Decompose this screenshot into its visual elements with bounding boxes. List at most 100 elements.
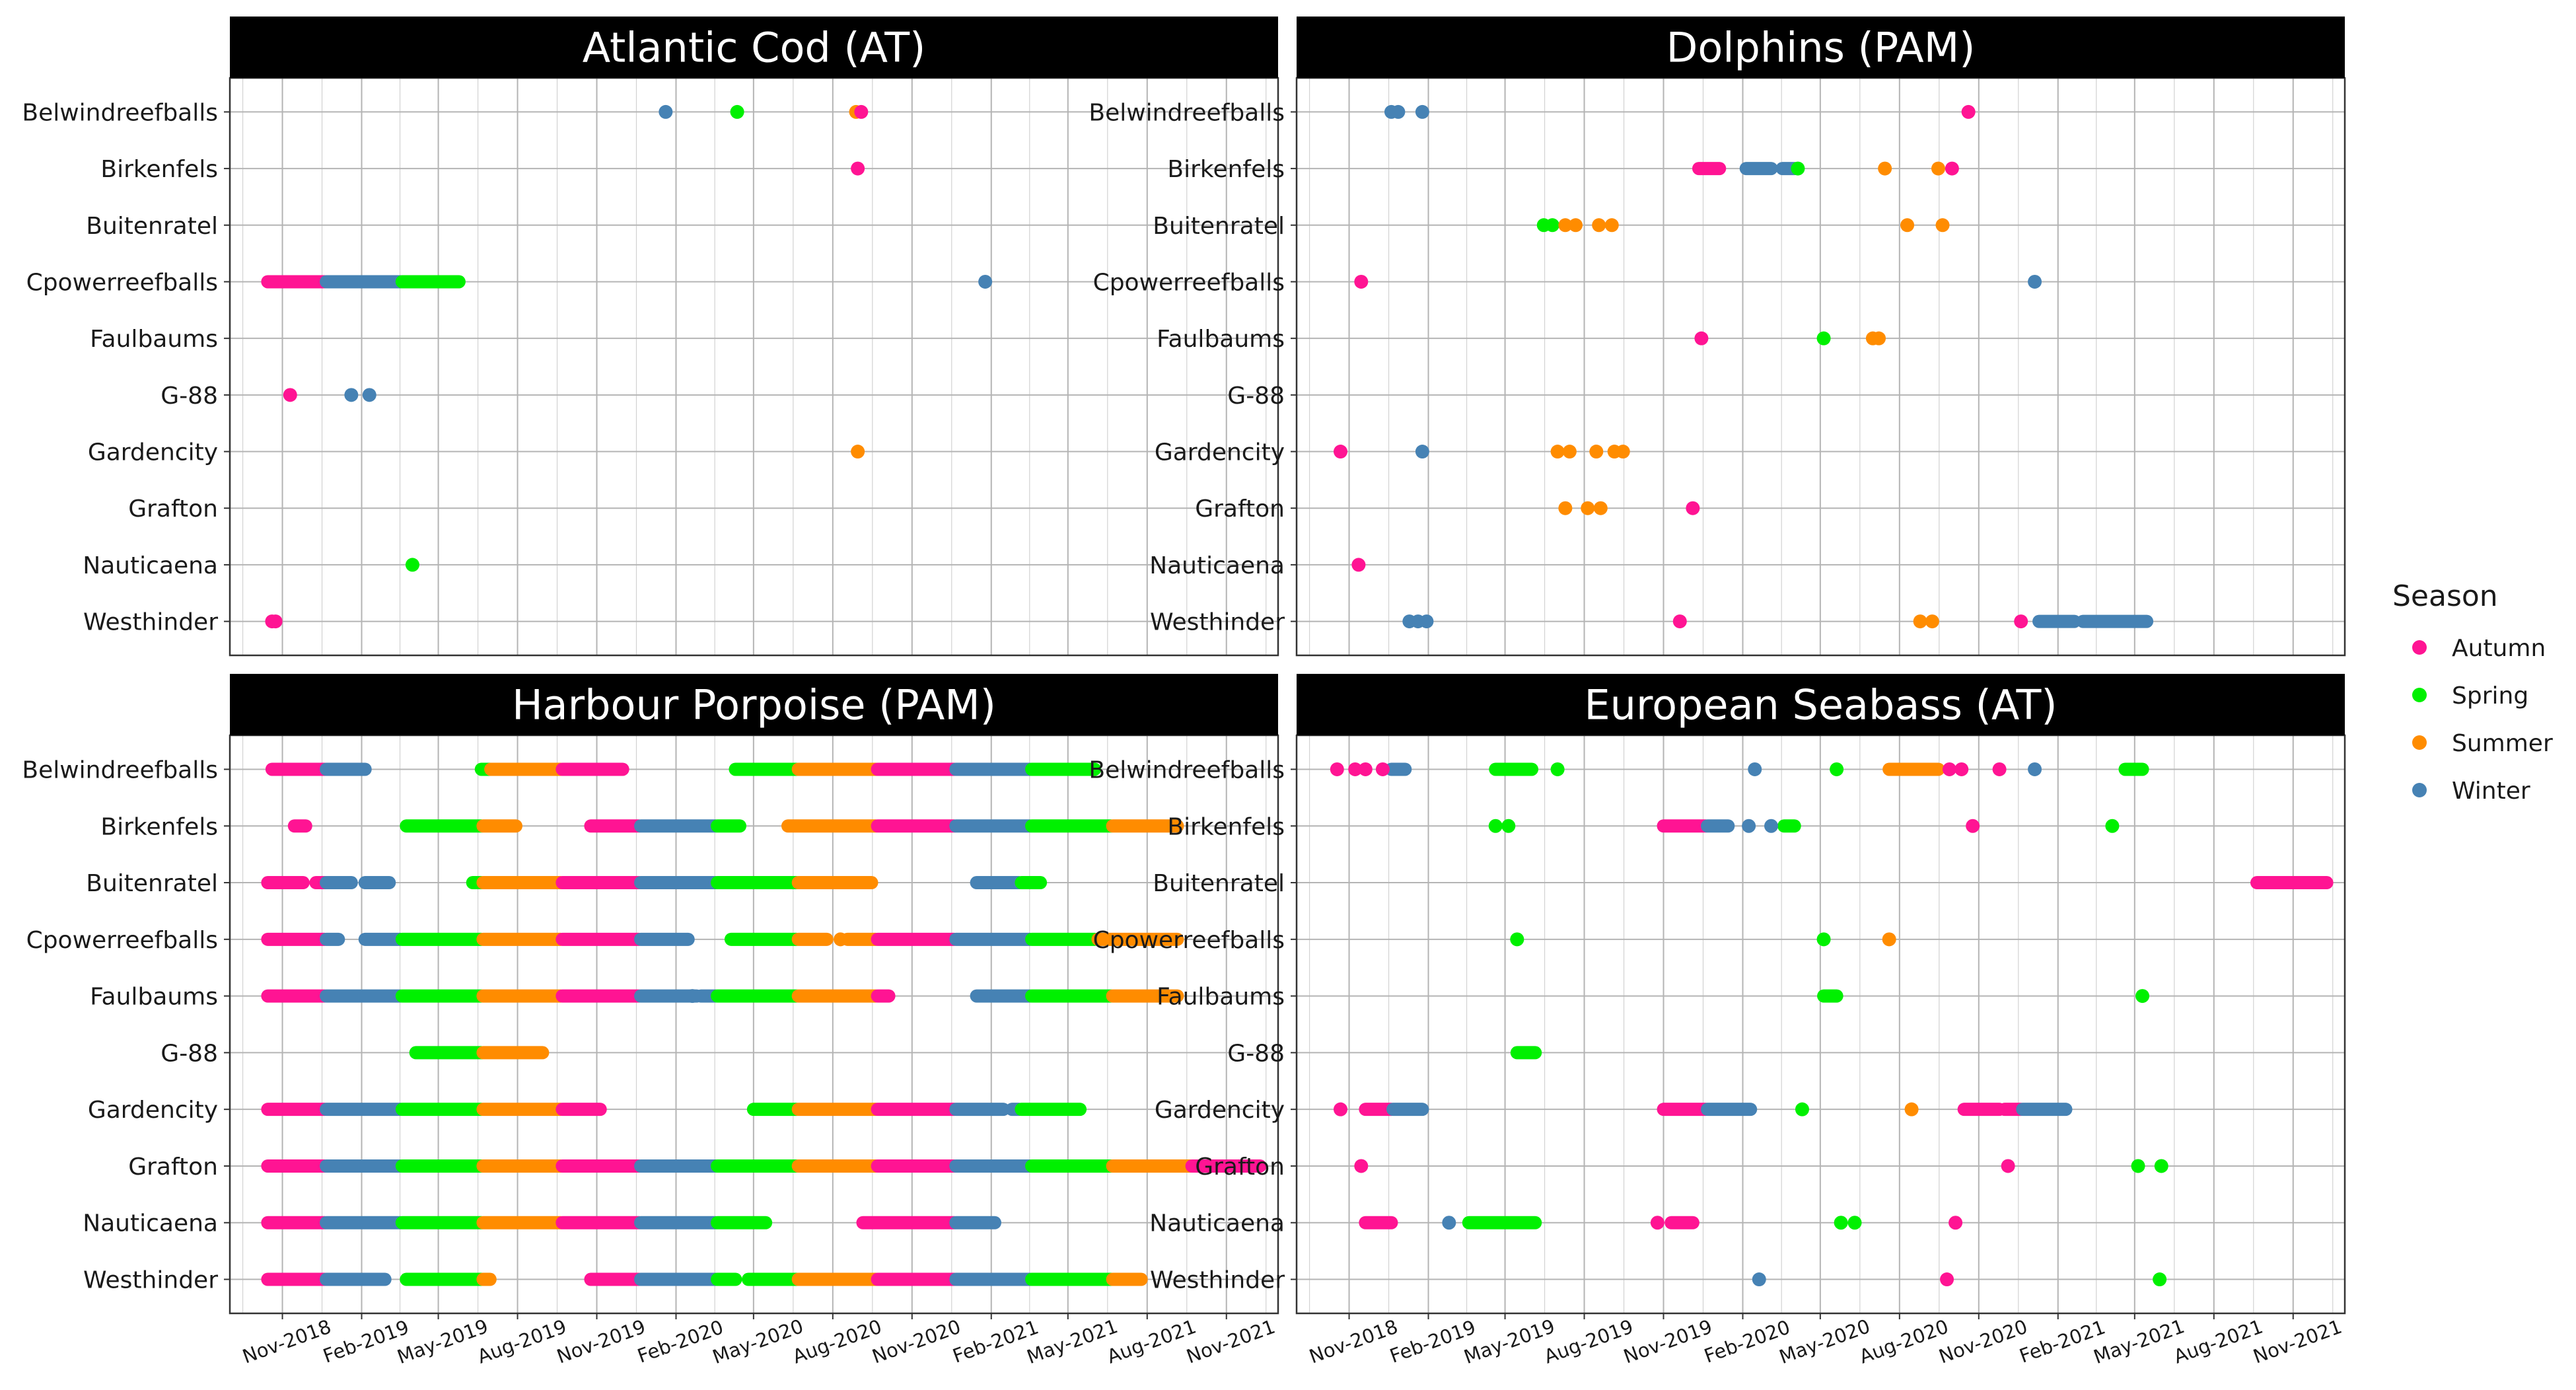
- detection-point-cpowerreefballs-autumn: [1354, 274, 1369, 289]
- detection-point-belwindreefballs-autumn: [1961, 104, 1976, 119]
- y-tick-label: Belwindreefballs: [22, 99, 218, 126]
- detection-point-faulbaums-spring: [1816, 331, 1831, 346]
- detection-point-g-88-winter: [344, 388, 359, 402]
- y-tick-label: Westhinder: [1150, 1267, 1285, 1294]
- y-tick-label: G-88: [161, 383, 218, 410]
- y-tick-label: Faulbaums: [90, 326, 218, 353]
- y-tick-label: Birkenfels: [100, 156, 218, 183]
- legend-label: Autumn: [2452, 635, 2546, 662]
- x-tick-label: May-2019: [1461, 1315, 1558, 1368]
- detection-point-westhinder-spring: [2153, 1272, 2167, 1287]
- detection-point-cpowerreefballs-winter: [2028, 274, 2042, 289]
- x-tick-label: Nov-2021: [2250, 1315, 2345, 1368]
- y-tick-label: Gardencity: [88, 439, 218, 466]
- y-tick-label: Cpowerreefballs: [1093, 927, 1285, 954]
- detection-point-grafton-spring: [2154, 1159, 2168, 1173]
- facet-strip: [230, 674, 1278, 735]
- detection-point-westhinder-winter: [1752, 1272, 1766, 1287]
- detection-point-birkenfels-winter: [1764, 819, 1779, 833]
- detection-point-cpowerreefballs-spring: [1510, 932, 1524, 947]
- y-tick-label: Westhinder: [83, 609, 218, 636]
- detection-point-grafton-summer: [1558, 501, 1573, 515]
- y-tick-label: Cpowerreefballs: [26, 927, 218, 954]
- x-tick-label: Nov-2020: [869, 1315, 964, 1368]
- detection-point-grafton-autumn: [1354, 1159, 1369, 1173]
- legend: Season Autumn Spring Summer Winter: [2392, 579, 2553, 805]
- detection-point-cpowerreefballs-winter: [978, 274, 993, 289]
- detection-point-belwindreefballs-winter: [1748, 762, 1762, 776]
- y-tick-label: Faulbaums: [1157, 984, 1285, 1011]
- x-tick-label: Nov-2018: [239, 1315, 334, 1368]
- detection-point-belwindreefballs-winter: [1415, 104, 1429, 119]
- facet-strip: [1297, 17, 2345, 78]
- legend-label: Summer: [2452, 730, 2553, 757]
- detection-point-westhinder-autumn: [1940, 1272, 1954, 1287]
- detection-point-belwindreefballs-autumn: [854, 104, 869, 119]
- detection-point-westhinder-summer: [1913, 614, 1927, 629]
- y-tick-label: Birkenfels: [1167, 156, 1285, 183]
- x-tick-label: May-2020: [1776, 1315, 1873, 1368]
- detection-point-nauticaena-autumn: [1650, 1216, 1664, 1230]
- x-tick-label: Aug-2020: [1856, 1315, 1951, 1368]
- detection-point-birkenfels-spring: [1488, 819, 1503, 833]
- detection-point-westhinder-autumn: [1672, 614, 1687, 629]
- detection-point-faulbaums-autumn: [1694, 331, 1709, 346]
- x-tick-label: May-2021: [2091, 1315, 2188, 1368]
- x-tick-label: Feb-2020: [635, 1315, 727, 1367]
- detection-point-nauticaena-autumn: [1351, 558, 1366, 572]
- x-tick-label: Nov-2021: [1184, 1315, 1278, 1368]
- detection-point-cpowerreefballs-summer: [834, 932, 848, 947]
- x-tick-label: May-2019: [394, 1315, 491, 1368]
- detection-point-grafton-autumn: [2001, 1159, 2015, 1173]
- facet-title: Atlantic Cod (AT): [583, 24, 926, 72]
- detection-point-buitenratel-summer: [1935, 218, 1950, 233]
- y-tick-label: Nauticaena: [1149, 552, 1285, 579]
- y-tick-label: Gardencity: [88, 1097, 218, 1124]
- y-tick-label: Buitenratel: [86, 870, 218, 897]
- x-tick-label: Nov-2019: [1620, 1315, 1715, 1368]
- detection-point-westhinder-autumn: [2014, 614, 2028, 629]
- y-tick-label: Nauticaena: [83, 1210, 218, 1237]
- y-tick-label: Buitenratel: [86, 213, 218, 240]
- y-tick-label: Nauticaena: [83, 552, 218, 579]
- detection-point-belwindreefballs-autumn: [1375, 762, 1390, 776]
- detection-point-g-88-autumn: [283, 388, 297, 402]
- detection-point-grafton-spring: [2131, 1159, 2145, 1173]
- legend-key-summer: [2412, 735, 2427, 750]
- detection-point-gardencity-spring: [1795, 1102, 1809, 1116]
- detection-point-cpowerreefballs-summer: [1882, 932, 1896, 947]
- panel-european-seabass-at: European Seabass (AT) Belwindreefballs Bir…: [1089, 674, 2346, 1368]
- detection-point-birkenfels-summer: [1878, 161, 1892, 176]
- x-tick-label: Aug-2019: [474, 1315, 569, 1368]
- facet-title: Harbour Porpoise (PAM): [512, 681, 996, 729]
- detection-point-westhinder-summer: [1925, 614, 1939, 629]
- detection-point-birkenfels-autumn: [851, 161, 865, 176]
- detection-point-gardencity-summer: [1904, 1102, 1919, 1116]
- detection-point-birkenfels-spring: [1791, 161, 1805, 176]
- x-tick-label: May-2020: [709, 1315, 806, 1368]
- y-tick-label: Gardencity: [1155, 439, 1285, 466]
- detection-point-grafton-summer: [1593, 501, 1608, 515]
- y-tick-label: Grafton: [1195, 1153, 1285, 1181]
- legend-title: Season: [2392, 579, 2498, 613]
- detection-point-nauticaena-spring: [405, 558, 419, 572]
- detection-point-birkenfels-winter: [1742, 819, 1756, 833]
- detection-point-gardencity-summer: [1616, 445, 1630, 459]
- y-tick-label: Nauticaena: [1149, 1210, 1285, 1237]
- detection-point-belwindreefballs-autumn: [1992, 762, 2007, 776]
- detection-point-birkenfels-spring: [1501, 819, 1516, 833]
- x-tick-label: Aug-2021: [2170, 1315, 2266, 1368]
- detection-point-cpowerreefballs-spring: [1816, 932, 1831, 947]
- detection-point-gardencity-summer: [851, 445, 865, 459]
- panel-atlantic-cod-at: Atlantic Cod (AT) Belwindreefballs Birkenf…: [22, 17, 1279, 657]
- detection-point-belwindreefballs-spring: [1550, 762, 1565, 776]
- detection-point-gardencity-winter: [1415, 445, 1429, 459]
- x-tick-label: Nov-2020: [1936, 1315, 2030, 1368]
- detection-point-gardencity-summer: [1562, 445, 1577, 459]
- x-tick-label: Nov-2019: [554, 1315, 648, 1368]
- y-tick-label: G-88: [1227, 383, 1285, 410]
- detection-point-gardencity-autumn: [1334, 1102, 1348, 1116]
- y-tick-label: Cpowerreefballs: [1093, 269, 1285, 296]
- detection-point-buitenratel-spring: [1545, 218, 1559, 233]
